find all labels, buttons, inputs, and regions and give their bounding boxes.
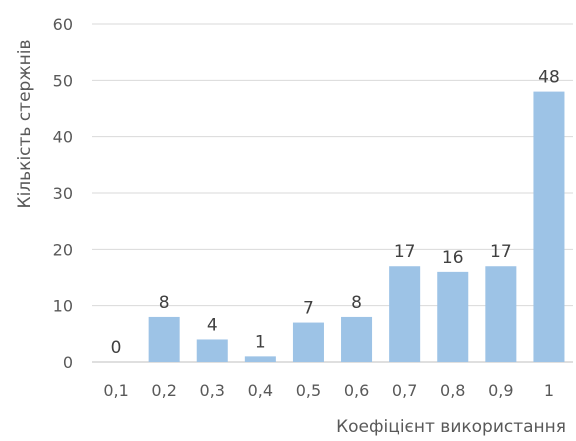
x-tick-label: 0,2: [151, 381, 176, 400]
data-label: 17: [394, 242, 416, 262]
y-tick-label: 30: [53, 184, 73, 203]
y-tick-label: 40: [53, 128, 73, 147]
x-tick-label: 0,3: [200, 381, 225, 400]
bar: [437, 271, 469, 362]
y-tick-label: 60: [53, 15, 73, 34]
x-tick-label: 0,5: [296, 381, 321, 400]
x-tick-label: 1: [544, 381, 554, 400]
data-label: 4: [207, 315, 218, 335]
y-tick-label: 10: [53, 297, 73, 316]
y-tick-label: 50: [53, 71, 73, 90]
bar: [341, 316, 373, 362]
y-tick-label: 20: [53, 240, 73, 259]
bar: [389, 266, 421, 362]
y-axis-title: Кількість стержнів: [15, 39, 35, 208]
x-tick-label: 0,1: [103, 381, 128, 400]
y-tick-label: 0: [63, 353, 73, 372]
x-tick-label: 0,7: [392, 381, 417, 400]
bar: [533, 91, 565, 362]
bar: [292, 322, 324, 362]
x-tick-label: 0,4: [248, 381, 273, 400]
bar: [485, 266, 517, 362]
bar: [196, 339, 228, 362]
data-label: 1: [255, 332, 266, 352]
data-label: 17: [490, 242, 512, 262]
x-tick-label: 0,8: [440, 381, 465, 400]
y-axis-ticks: 0 10 20 30 40 50 60: [53, 15, 73, 372]
bar: [244, 356, 276, 362]
data-label: 0: [111, 338, 122, 358]
data-label: 7: [303, 299, 314, 319]
x-tick-label: 0,9: [488, 381, 513, 400]
data-label: 48: [538, 68, 560, 88]
bar: [148, 316, 180, 362]
bars: [148, 91, 565, 362]
gridlines: [92, 23, 573, 363]
x-tick-label: 0,6: [344, 381, 369, 400]
data-label: 8: [351, 293, 362, 313]
data-label: 8: [159, 293, 170, 313]
data-label: 16: [442, 248, 464, 268]
x-axis-ticks: 0,1 0,2 0,3 0,4 0,5 0,6 0,7 0,8 0,9 1: [103, 381, 554, 400]
x-axis-title: Коефіцієнт використання: [336, 417, 566, 437]
